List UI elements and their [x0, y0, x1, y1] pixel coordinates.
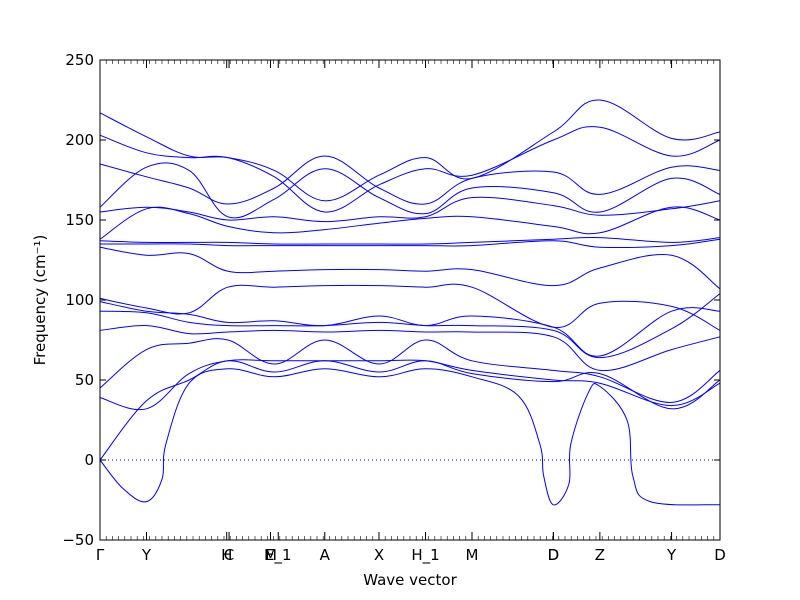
band-line-10 — [99, 283, 721, 331]
x-tick-label: A — [320, 546, 331, 564]
minor-tick-layer — [99, 60, 721, 540]
x-tick-label: Z — [595, 546, 605, 564]
y-tick-label: 150 — [65, 211, 94, 229]
band-series-layer — [99, 99, 721, 506]
x-tick-label: Γ — [96, 546, 105, 564]
band-line-14 — [99, 338, 721, 403]
y-tick-label: 0 — [84, 451, 94, 469]
band-line-13 — [99, 325, 721, 371]
y-axis-label: Frequency (cm⁻¹) — [31, 235, 49, 366]
y-tick-label: 250 — [65, 51, 94, 69]
x-tick-label: H_1 — [411, 546, 439, 565]
x-tick-label: M — [466, 546, 479, 564]
x-tick-label: C — [224, 546, 234, 564]
band-line-2 — [99, 126, 721, 213]
x-tick-label: X — [374, 546, 384, 564]
x-axis-label: Wave vector — [363, 571, 457, 589]
x-tick-label: D — [548, 546, 560, 564]
x-tick-label: D — [548, 546, 560, 564]
band-line-9 — [99, 246, 721, 290]
band-line-11 — [99, 301, 721, 357]
band-line-12 — [99, 293, 721, 359]
y-tick-label: 200 — [65, 131, 94, 149]
band-line-16 — [99, 360, 721, 461]
y-tick-label: −50 — [62, 531, 94, 549]
band-line-17 — [99, 368, 721, 506]
x-tick-label: M — [264, 546, 277, 564]
band-line-7 — [99, 236, 721, 245]
x-tick-label: Y — [666, 546, 677, 564]
plot-background — [100, 60, 720, 540]
band-line-3 — [99, 155, 721, 205]
y-tick-label: 50 — [75, 371, 94, 389]
x-tick-label: H — [221, 546, 232, 564]
x-tick-label: D — [714, 546, 726, 564]
band-line-1 — [99, 99, 721, 202]
x-tick-layer: Γ Y HC ME_1 A X H_1 M DD Z Y D — [96, 60, 726, 565]
band-line-4 — [99, 162, 721, 219]
band-line-6 — [99, 206, 721, 240]
band-line-15 — [99, 359, 721, 411]
y-tick-label: 100 — [65, 291, 94, 309]
band-line-5 — [99, 196, 721, 223]
x-tick-label: E_1 — [265, 546, 292, 565]
band-line-8 — [100, 238, 721, 249]
x-tick-label: Y — [141, 546, 152, 564]
y-tick-layer: −50 0 50 100 150 200 250 — [62, 51, 720, 549]
